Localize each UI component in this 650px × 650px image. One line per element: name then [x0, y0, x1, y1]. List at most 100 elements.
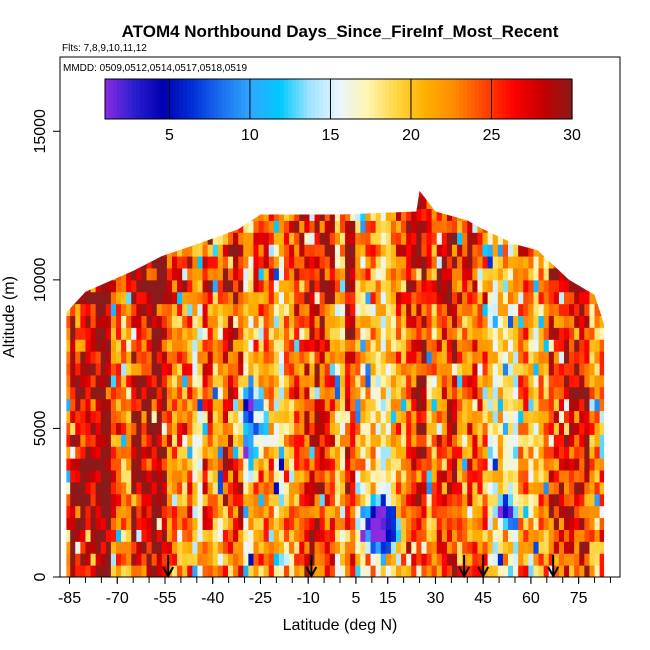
heatmap-cell — [233, 374, 239, 388]
heatmap-cell — [497, 458, 504, 471]
heatmap-cell — [222, 398, 229, 412]
heatmap-cell — [258, 339, 265, 352]
heatmap-cell — [146, 398, 153, 412]
heatmap-cell — [497, 470, 504, 483]
heatmap-cell — [426, 244, 433, 257]
heatmap-cell — [523, 374, 529, 388]
heatmap-cell — [284, 363, 290, 376]
heatmap-cell — [222, 422, 229, 435]
heatmap-cell — [228, 470, 234, 483]
heatmap-cell — [80, 565, 86, 577]
heatmap-cell — [284, 351, 290, 364]
heatmap-cell — [487, 374, 494, 388]
heatmap-cell — [212, 256, 219, 269]
colorbar-swatch — [210, 79, 215, 119]
heatmap-cell — [482, 232, 489, 245]
x-tick-label: -70 — [106, 590, 129, 607]
heatmap-cell — [314, 529, 321, 542]
heatmap-cell — [497, 244, 504, 257]
heatmap-cell — [238, 505, 244, 519]
heatmap-cell — [172, 565, 178, 577]
heatmap-cell — [314, 446, 321, 459]
heatmap-cell — [436, 410, 443, 423]
heatmap-cell — [543, 481, 550, 495]
heatmap-cell — [319, 279, 326, 293]
heatmap-cell — [304, 553, 310, 566]
heatmap-cell — [141, 517, 148, 530]
heatmap-cell — [472, 505, 478, 519]
heatmap-cell — [543, 398, 550, 412]
heatmap-cell — [70, 553, 76, 566]
heatmap-cell — [502, 363, 509, 376]
heatmap-cell — [579, 422, 585, 435]
heatmap-cell — [441, 279, 448, 293]
heatmap-cell — [548, 493, 555, 507]
heatmap-cell — [207, 398, 214, 412]
heatmap-cell — [95, 327, 102, 340]
heatmap-cell — [85, 481, 92, 495]
heatmap-cell — [416, 315, 422, 328]
heatmap-cell — [329, 315, 336, 328]
heatmap-cell — [620, 422, 626, 434]
heatmap-cell — [304, 565, 310, 577]
heatmap-cell — [66, 505, 71, 519]
heatmap-cell — [441, 434, 448, 447]
heatmap-cell — [487, 267, 494, 281]
heatmap-cell — [110, 529, 117, 542]
heatmap-cell — [350, 279, 356, 293]
heatmap-cell — [452, 553, 458, 566]
heatmap-cell — [416, 351, 422, 364]
heatmap-cell — [100, 529, 107, 542]
heatmap-cell — [340, 315, 346, 328]
colorbar-swatch — [221, 79, 227, 119]
heatmap-cell — [278, 529, 285, 542]
heatmap-cell — [116, 339, 122, 352]
heatmap-cell — [248, 505, 254, 519]
heatmap-cell — [70, 410, 76, 423]
heatmap-cell — [446, 279, 453, 293]
heatmap-cell — [350, 232, 356, 245]
heatmap-cell — [452, 398, 458, 412]
heatmap-cell — [513, 493, 519, 507]
heatmap-cell — [304, 410, 310, 423]
heatmap-cell — [569, 303, 575, 317]
heatmap-cell — [431, 363, 438, 376]
heatmap-cell — [360, 279, 366, 293]
heatmap-cell — [452, 541, 458, 554]
heatmap-cell — [161, 541, 168, 554]
heatmap-cell — [80, 470, 86, 483]
heatmap-cell — [446, 232, 453, 245]
heatmap-cell — [569, 374, 575, 388]
heatmap-cell — [105, 386, 112, 400]
heatmap-cell — [553, 505, 560, 519]
heatmap-cell — [441, 517, 448, 530]
heatmap-cell — [95, 315, 102, 328]
heatmap-cell — [110, 315, 117, 328]
heatmap-cell — [360, 505, 366, 519]
heatmap-cell — [238, 256, 244, 269]
heatmap-cell — [95, 493, 102, 507]
heatmap-cell — [207, 553, 214, 566]
heatmap-cell — [558, 327, 565, 340]
heatmap-cell — [431, 256, 438, 269]
heatmap-cell — [238, 351, 244, 364]
heatmap-cell — [599, 565, 605, 577]
heatmap-cell — [472, 303, 478, 317]
heatmap-cell — [289, 398, 295, 412]
heatmap-cell — [75, 351, 81, 364]
heatmap-cell — [90, 410, 97, 423]
heatmap-cell — [497, 541, 504, 554]
heatmap-cell — [177, 339, 183, 352]
colorbar-swatch — [105, 79, 110, 119]
heatmap-cell — [177, 374, 183, 388]
heatmap-cell — [340, 267, 346, 281]
colorbar-swatch — [295, 79, 301, 119]
heatmap-cell — [584, 458, 590, 471]
heatmap-cell — [492, 410, 499, 423]
heatmap-cell — [355, 434, 361, 447]
heatmap-cell — [202, 410, 209, 423]
heatmap-cell — [436, 303, 443, 317]
heatmap-cell — [304, 291, 310, 305]
heatmap-cell — [146, 481, 153, 495]
heatmap-cell — [66, 410, 71, 423]
